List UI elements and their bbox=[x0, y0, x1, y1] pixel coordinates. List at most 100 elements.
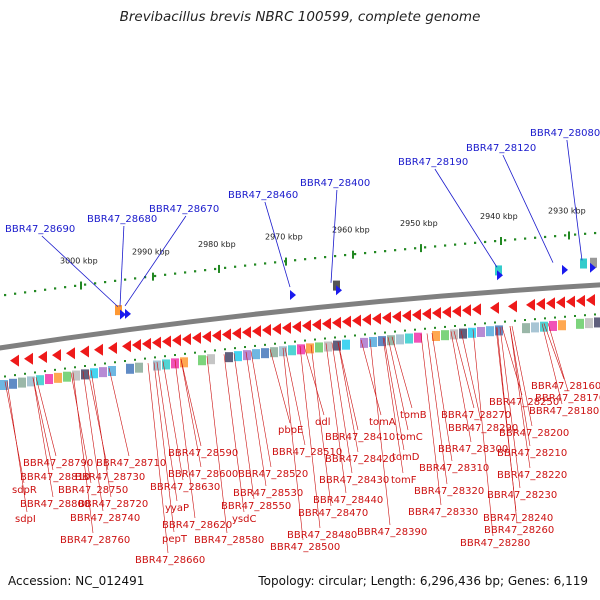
scale-dot bbox=[314, 257, 316, 259]
reverse-gene-arrow bbox=[122, 340, 131, 352]
reverse-gene-arrow bbox=[342, 316, 351, 328]
lower-track-dot bbox=[304, 340, 306, 342]
scale-dot bbox=[574, 233, 576, 235]
scale-dot bbox=[174, 273, 176, 275]
reverse-label-leader bbox=[175, 360, 195, 518]
lower-track-dot bbox=[354, 334, 356, 336]
scale-tick-label: 2930 kbp bbox=[548, 206, 586, 215]
scale-dot bbox=[134, 277, 136, 279]
forward-label-leader bbox=[331, 190, 337, 283]
lower-track-dot bbox=[414, 329, 416, 331]
reverse-gene-label: ddl bbox=[315, 417, 330, 428]
reverse-gene-label: pepT bbox=[162, 534, 188, 545]
scale-dot bbox=[4, 294, 6, 296]
domain-block bbox=[234, 351, 242, 361]
reverse-gene-label: pbpE bbox=[278, 425, 303, 436]
lower-track-dot bbox=[274, 343, 276, 345]
reverse-gene-label: BBR47_28630 bbox=[150, 482, 220, 493]
reverse-label-leader bbox=[157, 362, 177, 501]
domain-block bbox=[468, 328, 476, 338]
reverse-gene-arrow bbox=[142, 338, 151, 350]
scale-dot bbox=[104, 281, 106, 283]
domain-block bbox=[324, 342, 332, 352]
reverse-gene-label: BBR47_28320 bbox=[414, 486, 484, 497]
lower-track-dot bbox=[44, 370, 46, 372]
domain-block bbox=[405, 334, 413, 344]
scale-major-tick bbox=[352, 251, 354, 259]
reverse-gene-arrow bbox=[52, 349, 61, 361]
reverse-label-leader bbox=[5, 381, 24, 483]
reverse-gene-arrow bbox=[332, 317, 341, 329]
scale-dot bbox=[504, 239, 506, 241]
domain-block bbox=[18, 378, 26, 388]
reverse-gene-arrow bbox=[252, 325, 261, 337]
reverse-gene-label: tomF bbox=[391, 475, 417, 486]
scale-major-tick bbox=[568, 231, 570, 239]
domain-block bbox=[306, 343, 314, 353]
reverse-gene-label: BBR47_28280 bbox=[460, 538, 530, 549]
reverse-gene-label: BBR47_28660 bbox=[135, 555, 205, 566]
domain-block bbox=[477, 327, 485, 337]
reverse-gene-arrow bbox=[472, 303, 481, 315]
reverse-gene-label: BBR47_28790 bbox=[23, 458, 93, 469]
reverse-gene-arrow bbox=[362, 314, 371, 326]
lower-track-dot bbox=[594, 313, 596, 315]
scale-major-tick bbox=[420, 244, 422, 252]
lower-track-dot bbox=[284, 342, 286, 344]
reverse-gene-arrow bbox=[182, 333, 191, 345]
scale-dot bbox=[524, 237, 526, 239]
reverse-gene-label: BBR47_28530 bbox=[233, 488, 303, 499]
lower-track-dot bbox=[224, 348, 226, 350]
scale-dot bbox=[454, 244, 456, 246]
domain-block bbox=[360, 338, 368, 348]
domain-block bbox=[459, 329, 467, 339]
lower-track-dot bbox=[4, 375, 6, 377]
domain-block bbox=[99, 367, 107, 377]
reverse-gene-arrow bbox=[94, 344, 103, 356]
backbone-arc bbox=[0, 285, 600, 349]
domain-block bbox=[585, 318, 593, 328]
forward-gene-label: BBR47_28680 bbox=[87, 214, 157, 225]
forward-domain-block bbox=[580, 259, 587, 269]
forward-label-leader bbox=[503, 155, 553, 263]
reverse-gene-label: BBR47_28440 bbox=[313, 495, 383, 506]
reverse-gene-arrow bbox=[322, 318, 331, 330]
scale-dot bbox=[34, 290, 36, 292]
reverse-gene-arrow bbox=[262, 324, 271, 336]
domain-block bbox=[54, 373, 62, 383]
lower-track-dot bbox=[534, 318, 536, 320]
reverse-gene-arrow bbox=[586, 294, 595, 306]
reverse-gene-arrow bbox=[80, 346, 89, 358]
domain-block bbox=[135, 363, 143, 373]
scale-dot bbox=[44, 289, 46, 291]
scale-dot bbox=[544, 236, 546, 238]
reverse-label-leader bbox=[338, 342, 358, 430]
scale-dot bbox=[444, 244, 446, 246]
reverse-gene-arrow bbox=[222, 328, 231, 340]
forward-label-leader bbox=[265, 202, 290, 287]
lower-track-dot bbox=[524, 319, 526, 321]
reverse-gene-arrow bbox=[556, 296, 565, 308]
scale-dot bbox=[594, 232, 596, 234]
reverse-gene-arrow bbox=[66, 347, 75, 359]
reverse-gene-arrow bbox=[172, 334, 181, 346]
scale-dot bbox=[414, 247, 416, 249]
lower-track-dot bbox=[334, 336, 336, 338]
reverse-gene-label: tomA bbox=[369, 417, 396, 428]
reverse-gene-label: BBR47_28500 bbox=[270, 542, 340, 553]
lower-track-dot bbox=[464, 324, 466, 326]
domain-block bbox=[576, 319, 584, 329]
domain-block bbox=[198, 355, 206, 365]
reverse-gene-arrow bbox=[576, 295, 585, 307]
reverse-gene-arrow bbox=[508, 300, 517, 312]
scale-dot bbox=[364, 252, 366, 254]
scale-dot bbox=[494, 240, 496, 242]
scale-dot bbox=[404, 248, 406, 250]
reverse-label-leader bbox=[304, 346, 324, 415]
scale-dot bbox=[584, 233, 586, 235]
scale-dot bbox=[74, 285, 76, 287]
scale-tick-label: 2970 kbp bbox=[265, 233, 303, 242]
genome-backbone bbox=[0, 285, 600, 349]
lower-track-dot bbox=[564, 316, 566, 318]
scale-major-tick bbox=[500, 237, 502, 245]
